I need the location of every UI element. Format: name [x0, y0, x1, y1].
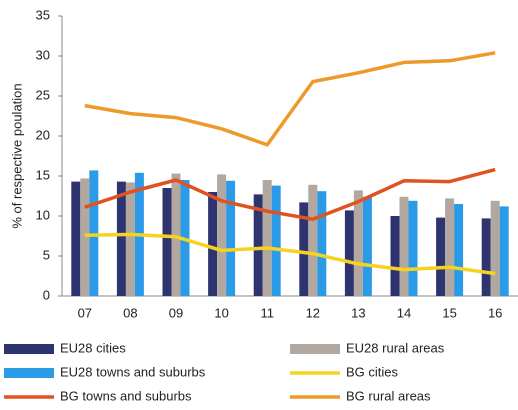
bar	[353, 190, 363, 296]
bar	[454, 204, 464, 296]
y-tick-label: 5	[43, 247, 50, 262]
legend-label: BG towns and suburbs	[60, 388, 192, 403]
bar	[125, 182, 135, 296]
legend-swatch	[4, 344, 54, 354]
x-tick-label: 08	[123, 305, 137, 320]
y-tick-label: 30	[36, 47, 50, 62]
bar	[499, 206, 509, 296]
bar	[408, 200, 418, 296]
y-tick-label: 35	[36, 7, 50, 22]
legend-label: EU28 towns and suburbs	[60, 364, 206, 379]
bar	[481, 218, 491, 296]
bar	[299, 202, 309, 296]
legend-label: EU28 cities	[60, 340, 126, 355]
x-tick-label: 10	[214, 305, 228, 320]
bar	[262, 180, 272, 296]
bar	[390, 216, 400, 296]
y-axis-label: % of respective poulation	[9, 83, 24, 228]
bar	[445, 198, 455, 296]
x-tick-label: 16	[488, 305, 502, 320]
x-tick-label: 13	[351, 305, 365, 320]
legend-swatch	[4, 368, 54, 378]
x-tick-label: 14	[397, 305, 411, 320]
x-tick-label: 15	[442, 305, 456, 320]
line	[84, 232, 496, 276]
x-tick-label: 09	[169, 305, 183, 320]
bar	[490, 200, 500, 296]
bar	[80, 178, 90, 296]
x-tick-label: 12	[306, 305, 320, 320]
bar	[171, 173, 181, 296]
bar	[317, 191, 327, 296]
legend-swatch	[290, 344, 340, 354]
line	[84, 167, 496, 221]
bar	[89, 170, 99, 296]
bar	[436, 217, 446, 296]
legend-label: EU28 rural areas	[346, 340, 445, 355]
y-tick-label: 10	[36, 207, 50, 222]
legend-label: BG cities	[346, 364, 399, 379]
bar	[217, 174, 227, 296]
bar	[308, 184, 318, 296]
y-tick-label: 15	[36, 167, 50, 182]
bar	[226, 180, 236, 296]
bar	[253, 194, 263, 296]
bar	[208, 192, 218, 296]
y-tick-label: 0	[43, 287, 50, 302]
bar	[71, 181, 81, 296]
x-tick-label: 11	[260, 305, 274, 320]
bar	[344, 210, 354, 296]
y-tick-label: 20	[36, 127, 50, 142]
legend-label: BG rural areas	[346, 388, 431, 403]
x-tick-label: 07	[78, 305, 92, 320]
bar	[362, 196, 372, 296]
bar	[116, 181, 126, 296]
bar	[271, 185, 281, 296]
y-tick-label: 25	[36, 87, 50, 102]
bar	[399, 196, 409, 296]
line	[84, 51, 496, 147]
bar	[162, 188, 172, 296]
